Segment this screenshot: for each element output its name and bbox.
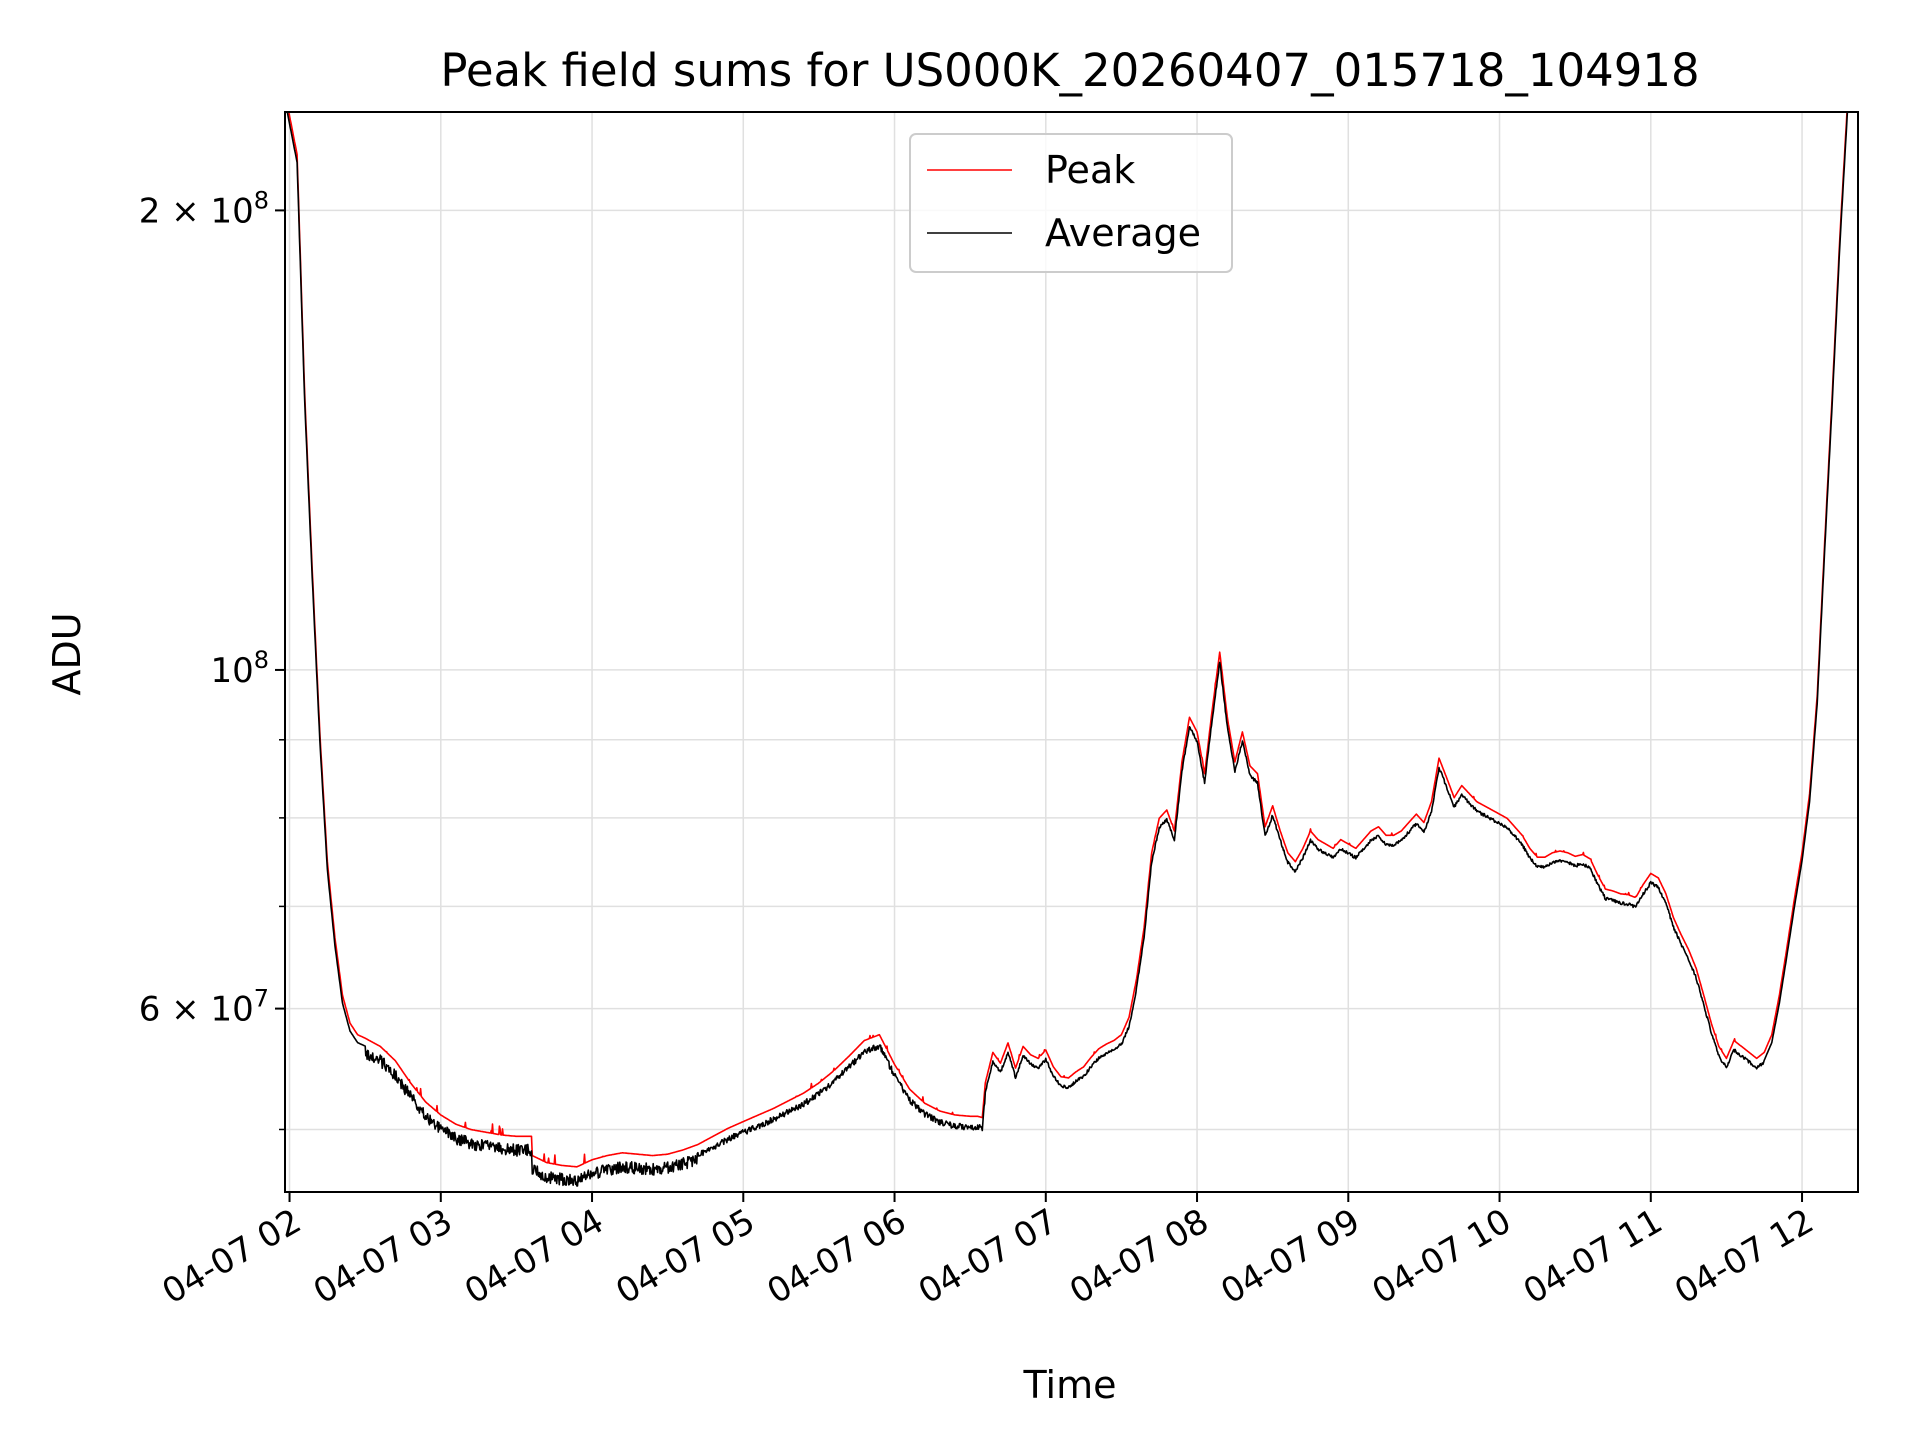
series-line-peak xyxy=(287,112,1848,1168)
legend-box xyxy=(909,133,1233,273)
legend-label-average: Average xyxy=(1045,211,1201,255)
y-axis: 2 × 108 108 6 × 107 xyxy=(139,186,285,1131)
series-layer xyxy=(286,112,1849,1187)
series-line-average xyxy=(286,112,1849,1187)
y-tick-label: 6 × 107 xyxy=(139,985,269,1030)
grid xyxy=(285,112,1858,1192)
y-tick-label: 2 × 108 xyxy=(139,186,269,231)
x-axis-label: Time xyxy=(1023,1363,1117,1407)
legend-label-peak: Peak xyxy=(1045,148,1135,192)
chart-title: Peak field sums for US000K_20260407_0157… xyxy=(440,44,1699,97)
y-tick-label: 108 xyxy=(210,646,269,691)
plot-area-frame xyxy=(284,111,1859,1193)
y-axis-label: ADU xyxy=(45,612,89,695)
legend: Peak Average xyxy=(909,133,1233,273)
